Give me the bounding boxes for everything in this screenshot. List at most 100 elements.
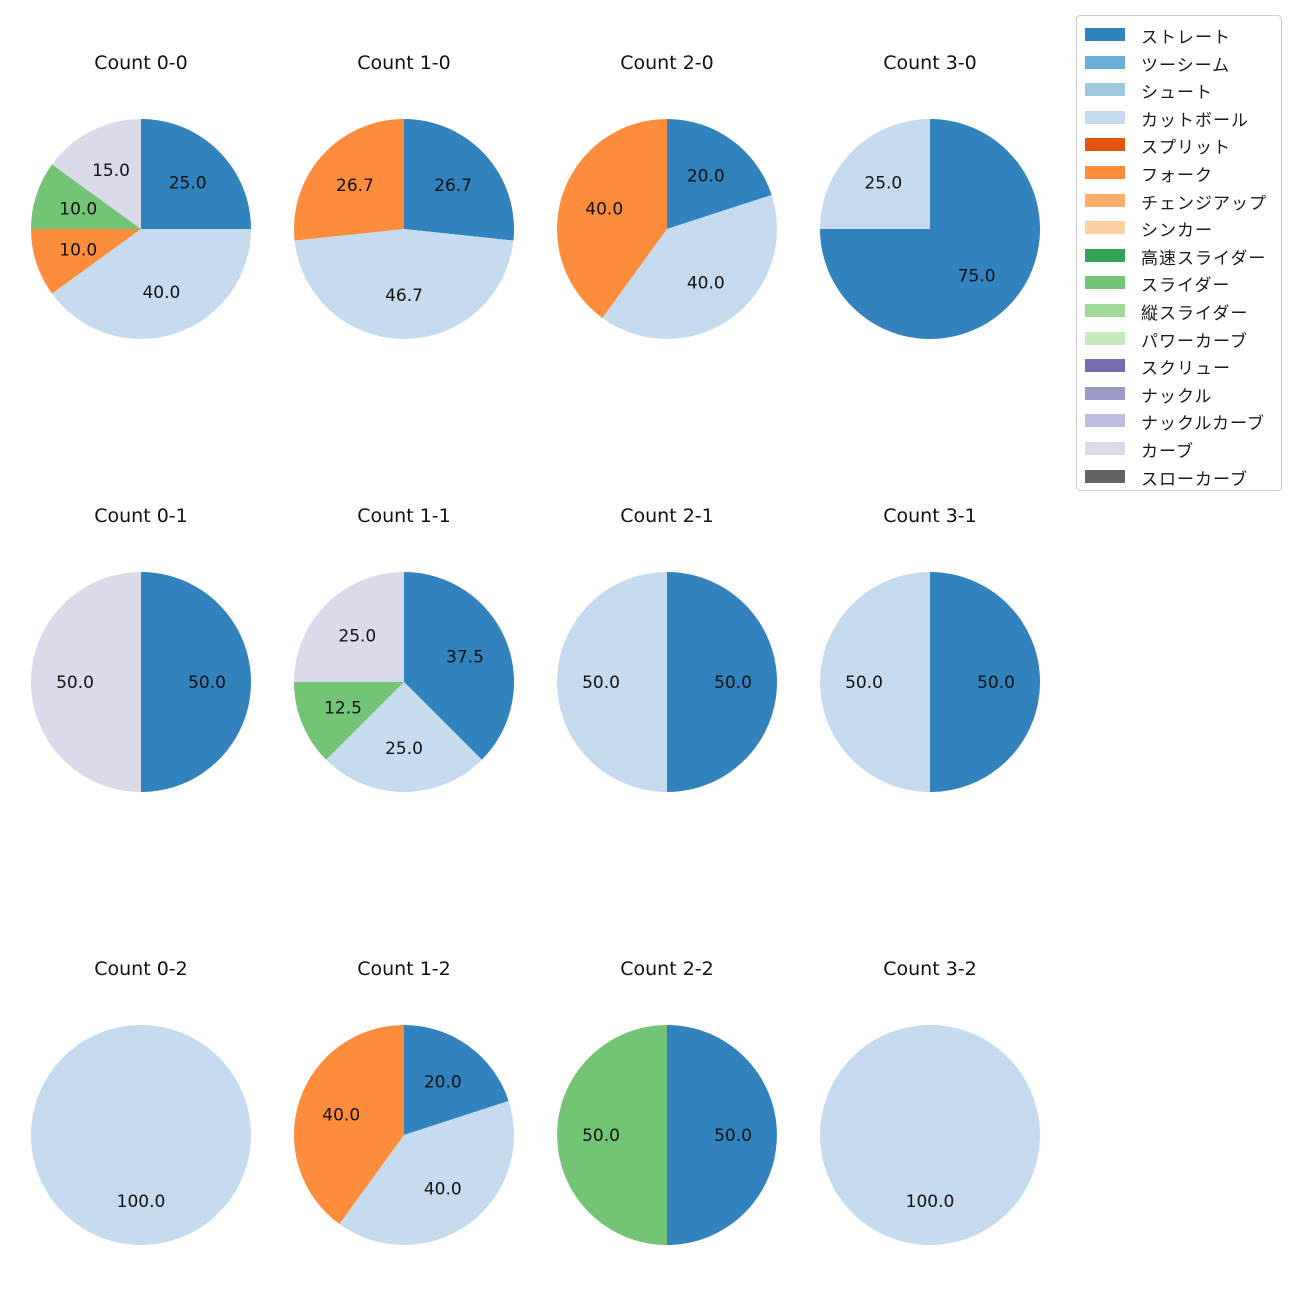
pie-slice xyxy=(930,572,1040,792)
legend-label: スライダー xyxy=(1141,276,1231,297)
pie-6: Count 1-1 37.5 25.0 12.5 25.0 xyxy=(294,505,514,792)
slice-label: 100.0 xyxy=(117,1192,166,1212)
slice-label: 100.0 xyxy=(906,1192,955,1212)
legend-swatch xyxy=(1085,386,1125,400)
legend-item: チェンジアップ xyxy=(1077,186,1281,214)
pie-slice xyxy=(667,1025,777,1245)
legend-swatch xyxy=(1085,469,1125,483)
legend-label: スプリット xyxy=(1141,138,1231,159)
pie-slice xyxy=(294,1025,404,1224)
legend-label: ツーシーム xyxy=(1141,55,1231,76)
legend-label: チェンジアップ xyxy=(1141,193,1267,214)
pie-slice xyxy=(31,1025,251,1245)
pie-slice xyxy=(52,229,251,339)
pie-slice xyxy=(339,1101,514,1245)
pie-slice xyxy=(557,1025,667,1245)
slice-label: 26.7 xyxy=(336,176,374,196)
slice-label: 40.0 xyxy=(424,1179,462,1199)
legend-label: フォーク xyxy=(1141,165,1213,186)
pie-title: Count 2-2 xyxy=(620,958,714,980)
pie-slice xyxy=(557,119,667,318)
pie-3: Count 2-0 20.0 40.0 40.0 xyxy=(557,52,777,340)
pie-slice xyxy=(820,572,930,792)
pie-5: Count 0-1 50.0 50.0 xyxy=(31,505,251,792)
pie-8: Count 3-1 50.0 50.0 xyxy=(820,505,1040,792)
pie-12: Count 3-2 100.0 xyxy=(820,958,1040,1245)
legend-item: ナックルカーブ xyxy=(1077,406,1281,434)
legend-label: シュート xyxy=(1141,83,1213,104)
pie-title: Count 1-1 xyxy=(357,505,451,527)
pie-title: Count 0-2 xyxy=(94,958,188,980)
pie-slice xyxy=(294,229,514,340)
legend-item: ナックル xyxy=(1077,379,1281,407)
pie-slice xyxy=(294,682,404,760)
pie-slice xyxy=(404,119,514,241)
pie-slice xyxy=(294,119,404,241)
pie-title: Count 3-1 xyxy=(883,505,977,527)
slice-label: 25.0 xyxy=(864,173,902,193)
legend-item: スライダー xyxy=(1077,268,1281,296)
legend-swatch xyxy=(1085,55,1125,69)
slice-label: 25.0 xyxy=(338,626,376,646)
pie-slice xyxy=(820,1025,1040,1245)
legend-swatch xyxy=(1085,359,1125,373)
legend-label: カーブ xyxy=(1141,441,1194,462)
legend-swatch xyxy=(1085,165,1125,179)
slice-label: 50.0 xyxy=(977,673,1015,693)
pie-9: Count 0-2 100.0 xyxy=(31,958,251,1245)
slice-label: 37.5 xyxy=(446,648,484,668)
slice-label: 40.0 xyxy=(142,283,180,303)
slice-label: 50.0 xyxy=(582,1126,620,1146)
legend: ストレート ツーシーム シュート カットボール スプリット フォーク チェンジアップ シンカー… xyxy=(1076,15,1282,491)
pie-slice xyxy=(31,572,141,792)
pie-7: Count 2-1 50.0 50.0 xyxy=(557,505,777,792)
legend-label: スローカーブ xyxy=(1141,469,1248,490)
pie-title: Count 0-0 xyxy=(94,52,188,74)
legend-label: 高速スライダー xyxy=(1141,248,1267,269)
legend-label: スクリュー xyxy=(1141,359,1231,380)
pie-slice xyxy=(141,572,251,792)
legend-label: 縦スライダー xyxy=(1141,303,1249,324)
pie-title: Count 1-0 xyxy=(357,52,451,74)
pie-slice xyxy=(667,572,777,792)
legend-swatch xyxy=(1085,248,1125,262)
pie-slice xyxy=(31,164,141,229)
slice-label: 10.0 xyxy=(59,200,97,220)
pie-1: Count 0-0 25.0 40.0 10.0 10.0 15.0 xyxy=(31,52,251,339)
legend-swatch xyxy=(1085,193,1125,207)
legend-item: 縦スライダー xyxy=(1077,296,1281,324)
slice-label: 50.0 xyxy=(714,673,752,693)
legend-swatch xyxy=(1085,331,1125,345)
legend-swatch xyxy=(1085,414,1125,428)
slice-label: 20.0 xyxy=(424,1073,462,1093)
slice-label: 50.0 xyxy=(188,673,226,693)
legend-label: ストレート xyxy=(1141,28,1231,48)
legend-swatch xyxy=(1085,138,1125,152)
pie-slice xyxy=(557,572,667,792)
legend-item: シュート xyxy=(1077,75,1281,103)
pie-slice xyxy=(667,119,772,229)
slice-label: 40.0 xyxy=(585,200,623,220)
legend-item: 高速スライダー xyxy=(1077,241,1281,269)
pie-slice xyxy=(820,119,930,229)
slice-label: 50.0 xyxy=(56,673,94,693)
legend-item: シンカー xyxy=(1077,213,1281,241)
pie-2: Count 1-0 26.7 46.7 26.7 xyxy=(294,52,514,340)
pie-slice xyxy=(326,682,482,792)
legend-swatch xyxy=(1085,83,1125,97)
slice-label: 25.0 xyxy=(385,739,423,759)
legend-swatch xyxy=(1085,441,1125,455)
slice-label: 46.7 xyxy=(385,286,423,306)
pie-slice xyxy=(404,572,514,760)
legend-item: フォーク xyxy=(1077,158,1281,186)
pie-slice xyxy=(31,229,141,294)
legend-item: スプリット xyxy=(1077,130,1281,158)
legend-item: ツーシーム xyxy=(1077,48,1281,76)
pie-slice xyxy=(52,119,141,229)
slice-label: 20.0 xyxy=(687,167,725,187)
pie-slice xyxy=(404,1025,509,1135)
legend-swatch xyxy=(1085,221,1125,235)
legend-item: スローカーブ xyxy=(1077,462,1281,490)
legend-label: パワーカーブ xyxy=(1141,331,1248,352)
